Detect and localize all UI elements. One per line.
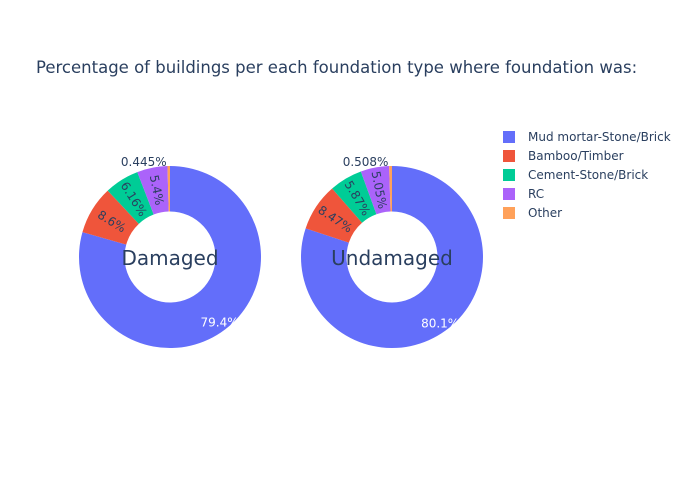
slice-other[interactable] bbox=[389, 166, 392, 212]
slice-other[interactable] bbox=[167, 166, 170, 212]
slice-cement-stone-brick[interactable] bbox=[332, 171, 377, 223]
legend-item-rc[interactable]: RC bbox=[503, 184, 671, 203]
legend-swatch bbox=[503, 149, 515, 162]
slice-rc[interactable] bbox=[137, 166, 169, 215]
legend-label: Bamboo/Timber bbox=[528, 148, 624, 163]
donut-undamaged: 80.1%8.47%5.87%5.05%0.508%Undamaged bbox=[301, 155, 483, 348]
slice-cement-stone-brick[interactable] bbox=[107, 172, 154, 224]
slice-bamboo-timber[interactable] bbox=[305, 188, 363, 243]
legend-label: Mud mortar-Stone/Brick bbox=[528, 129, 671, 144]
legend-swatch bbox=[503, 206, 515, 219]
legend-swatch bbox=[503, 130, 515, 143]
slice-label: 80.1% bbox=[421, 317, 459, 331]
legend-item-other[interactable]: Other bbox=[503, 203, 671, 222]
chart-title: Percentage of buildings per each foundat… bbox=[36, 58, 638, 77]
slice-mud-mortar-stone-brick[interactable] bbox=[78, 166, 261, 348]
legend-swatch bbox=[503, 187, 515, 200]
legend-label: Cement-Stone/Brick bbox=[528, 167, 649, 182]
legend-item-cement-stone-brick[interactable]: Cement-Stone/Brick bbox=[503, 165, 671, 184]
legend-label: Other bbox=[528, 205, 563, 220]
slice-bamboo-timber[interactable] bbox=[82, 190, 139, 245]
slice-label: 79.4% bbox=[201, 316, 239, 330]
legend-item-bamboo-timber[interactable]: Bamboo/Timber bbox=[503, 146, 671, 165]
slice-label: 0.445% bbox=[121, 155, 167, 169]
donut-center-label: Undamaged bbox=[331, 246, 453, 270]
slice-label: 0.508% bbox=[343, 155, 389, 169]
donut-damaged: 79.4%8.6%6.16%5.4%0.445%Damaged bbox=[78, 155, 261, 348]
legend: Mud mortar-Stone/Brick Bamboo/Timber Cemen… bbox=[503, 127, 671, 222]
legend-swatch bbox=[503, 168, 515, 181]
slice-label: 5.4% bbox=[147, 174, 167, 207]
legend-label: RC bbox=[528, 186, 545, 201]
slice-mud-mortar-stone-brick[interactable] bbox=[301, 166, 483, 348]
slice-rc[interactable] bbox=[360, 166, 391, 215]
legend-item-mud-mortar-stone-brick[interactable]: Mud mortar-Stone/Brick bbox=[503, 127, 671, 146]
donut-center-label: Damaged bbox=[121, 246, 218, 270]
